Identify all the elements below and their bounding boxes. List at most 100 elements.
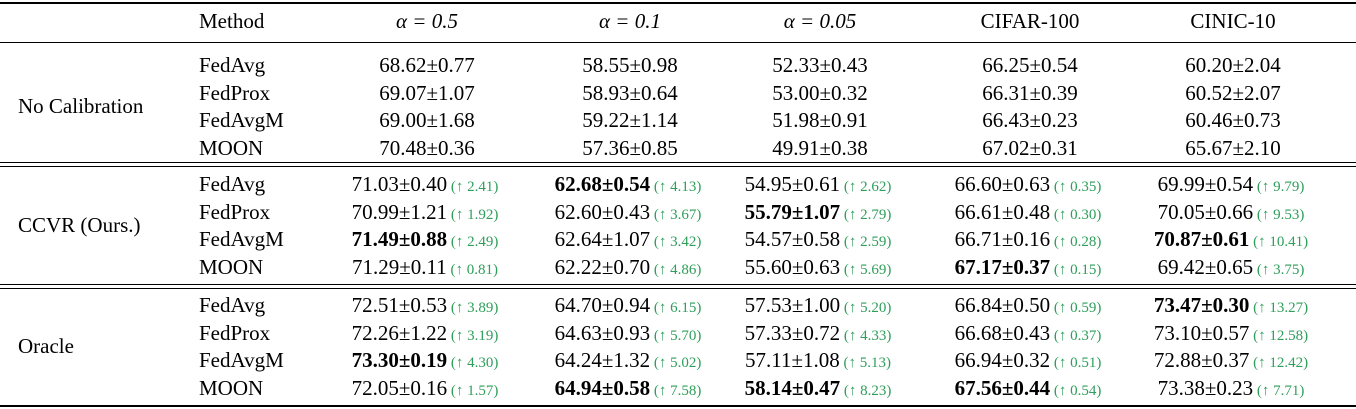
table-rule bbox=[0, 288, 1356, 289]
result-value: 73.38±0.23 bbox=[1157, 375, 1254, 400]
result-cell: 64.70±0.94 (↑ 6.15) bbox=[555, 292, 702, 321]
result-value: 67.56±0.44 bbox=[954, 375, 1051, 400]
result-cell: 73.47±0.30 (↑ 13.27) bbox=[1154, 292, 1308, 321]
method-name: FedProx bbox=[199, 80, 271, 105]
result-value: 70.99±1.21 bbox=[351, 199, 448, 224]
result-value: 70.48±0.36 bbox=[379, 135, 475, 160]
gain-annotation: (↑ 4.13) bbox=[650, 179, 702, 195]
gain-annotation: (↑ 3.42) bbox=[650, 234, 702, 250]
result-value: 70.87±0.61 bbox=[1153, 227, 1250, 251]
result-cell: 71.03±0.40 (↑ 2.41) bbox=[352, 171, 499, 200]
result-cell: 72.26±1.22 (↑ 3.19) bbox=[352, 320, 499, 349]
gain-annotation: (↑ 3.75) bbox=[1253, 261, 1305, 278]
result-cell: 60.20±2.04 bbox=[1185, 52, 1281, 78]
gain-annotation: (↑ 9.53) bbox=[1253, 206, 1305, 223]
result-cell: 64.94±0.58 (↑ 7.58) bbox=[555, 375, 702, 404]
method-name: FedAvgM bbox=[199, 108, 284, 132]
result-cell: 67.56±0.44 (↑ 0.54) bbox=[955, 375, 1102, 404]
table-rule bbox=[0, 2, 1356, 4]
result-cell: 66.68±0.43 (↑ 0.37) bbox=[955, 320, 1102, 349]
result-cell: 72.05±0.16 (↑ 1.57) bbox=[352, 375, 499, 404]
gain-annotation: (↑ 2.62) bbox=[840, 179, 892, 195]
gain-annotation: (↑ 0.59) bbox=[1050, 300, 1102, 316]
result-cell: 66.71±0.16 (↑ 0.28) bbox=[955, 226, 1102, 255]
result-cell: 54.95±0.61 (↑ 2.62) bbox=[745, 171, 892, 200]
result-cell: 70.05±0.66 (↑ 9.53) bbox=[1158, 199, 1305, 228]
result-cell: 71.49±0.88 (↑ 2.49) bbox=[352, 226, 499, 255]
table-rule bbox=[0, 284, 1356, 285]
result-cell: 60.46±0.73 bbox=[1185, 107, 1281, 133]
result-value: 53.00±0.32 bbox=[772, 80, 868, 105]
column-header: CIFAR-100 bbox=[980, 9, 1080, 33]
result-cell: 69.99±0.54 (↑ 9.79) bbox=[1158, 171, 1305, 200]
result-cell: 72.51±0.53 (↑ 3.89) bbox=[352, 292, 499, 321]
table-rule bbox=[0, 42, 1356, 43]
result-cell: 58.14±0.47 (↑ 8.23) bbox=[745, 375, 892, 404]
result-value: 70.05±0.66 bbox=[1157, 199, 1254, 224]
method-name: FedProx bbox=[199, 320, 271, 345]
result-cell: 72.88±0.37 (↑ 12.42) bbox=[1154, 347, 1308, 376]
gain-annotation: (↑ 12.58) bbox=[1249, 327, 1309, 344]
result-cell: 57.53±1.00 (↑ 5.20) bbox=[745, 292, 892, 321]
result-value: 58.93±0.64 bbox=[582, 80, 678, 105]
result-value: 69.42±0.65 bbox=[1157, 254, 1254, 279]
result-value: 62.22±0.70 bbox=[554, 254, 651, 279]
method-name: FedAvg bbox=[199, 172, 266, 196]
result-cell: 55.79±1.07 (↑ 2.79) bbox=[745, 199, 892, 228]
result-cell: 54.57±0.58 (↑ 2.59) bbox=[745, 226, 892, 255]
result-value: 54.95±0.61 bbox=[744, 172, 841, 196]
result-value: 69.00±1.68 bbox=[379, 108, 475, 132]
gain-annotation: (↑ 2.59) bbox=[840, 234, 892, 250]
result-value: 67.02±0.31 bbox=[982, 135, 1078, 160]
result-cell: 68.62±0.77 bbox=[379, 52, 475, 78]
method-name: MOON bbox=[199, 254, 264, 279]
result-cell: 62.60±0.43 (↑ 3.67) bbox=[555, 199, 702, 228]
result-value: 64.63±0.93 bbox=[554, 320, 651, 345]
result-cell: 67.02±0.31 bbox=[982, 135, 1078, 161]
result-value: 73.30±0.19 bbox=[351, 348, 448, 372]
result-value: 72.51±0.53 bbox=[351, 293, 448, 317]
result-value: 66.61±0.48 bbox=[954, 199, 1051, 224]
gain-annotation: (↑ 5.02) bbox=[650, 355, 702, 371]
gain-annotation: (↑ 1.57) bbox=[447, 382, 499, 399]
result-cell: 69.00±1.68 bbox=[379, 107, 475, 133]
result-value: 54.57±0.58 bbox=[744, 227, 841, 251]
result-cell: 64.63±0.93 (↑ 5.70) bbox=[555, 320, 702, 349]
result-value: 69.99±0.54 bbox=[1157, 172, 1254, 196]
gain-annotation: (↑ 5.20) bbox=[840, 300, 892, 316]
result-cell: 64.24±1.32 (↑ 5.02) bbox=[555, 347, 702, 376]
gain-annotation: (↑ 1.92) bbox=[447, 206, 499, 223]
column-header-method: Method bbox=[199, 9, 265, 33]
method-name: FedAvg bbox=[199, 293, 266, 317]
result-cell: 67.17±0.37 (↑ 0.15) bbox=[955, 254, 1102, 283]
result-cell: 70.48±0.36 bbox=[379, 135, 475, 161]
result-cell: 73.38±0.23 (↑ 7.71) bbox=[1158, 375, 1305, 404]
result-value: 66.60±0.63 bbox=[954, 172, 1051, 196]
result-value: 73.47±0.30 bbox=[1153, 293, 1250, 317]
gain-annotation: (↑ 13.27) bbox=[1249, 300, 1309, 316]
result-cell: 66.84±0.50 (↑ 0.59) bbox=[955, 292, 1102, 321]
result-cell: 66.31±0.39 bbox=[982, 80, 1078, 106]
result-value: 72.26±1.22 bbox=[351, 320, 448, 345]
result-value: 51.98±0.91 bbox=[772, 108, 868, 132]
result-cell: 58.93±0.64 bbox=[582, 80, 678, 106]
result-cell: 55.60±0.63 (↑ 5.69) bbox=[745, 254, 892, 283]
method-name: FedAvgM bbox=[199, 348, 284, 372]
gain-annotation: (↑ 6.15) bbox=[650, 300, 702, 316]
result-value: 66.68±0.43 bbox=[954, 320, 1051, 345]
gain-annotation: (↑ 7.58) bbox=[650, 382, 702, 399]
result-value: 52.33±0.43 bbox=[772, 53, 868, 77]
result-cell: 73.10±0.57 (↑ 12.58) bbox=[1154, 320, 1308, 349]
result-cell: 66.43±0.23 bbox=[982, 107, 1078, 133]
method-name: FedProx bbox=[199, 199, 271, 224]
result-value: 66.94±0.32 bbox=[954, 348, 1051, 372]
gain-annotation: (↑ 2.41) bbox=[447, 179, 499, 195]
column-header: α = 0.5 bbox=[396, 9, 458, 33]
result-value: 66.71±0.16 bbox=[954, 227, 1051, 251]
table-rule bbox=[0, 162, 1356, 163]
result-cell: 73.30±0.19 (↑ 4.30) bbox=[352, 347, 499, 376]
gain-annotation: (↑ 3.67) bbox=[650, 206, 702, 223]
column-header: α = 0.1 bbox=[599, 9, 661, 33]
method-name: MOON bbox=[199, 135, 264, 160]
gain-annotation: (↑ 4.86) bbox=[650, 261, 702, 278]
